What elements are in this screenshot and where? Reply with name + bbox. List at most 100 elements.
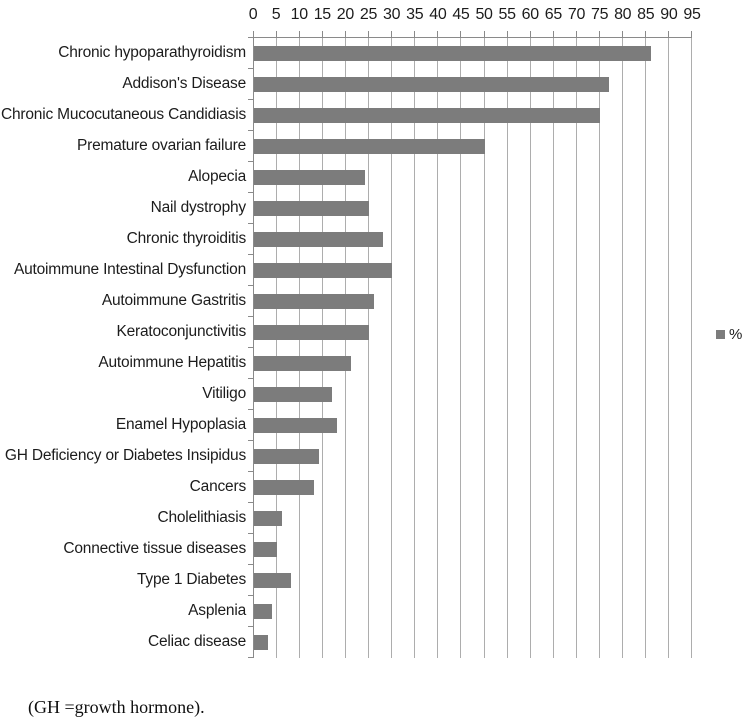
legend-swatch-icon (716, 330, 725, 339)
x-tick-label: 5 (271, 6, 281, 23)
y-tick-mark (248, 595, 253, 596)
x-tick-mark (368, 31, 370, 37)
x-tick-mark (575, 31, 577, 37)
y-tick-mark (248, 161, 253, 162)
x-tick-mark (460, 31, 462, 37)
category-label: Chronic hypoparathyroidism (58, 43, 246, 61)
x-tick-label: 50 (475, 6, 493, 23)
x-tick-mark (552, 31, 554, 37)
category-label: Autoimmune Gastritis (101, 291, 246, 309)
category-label: Asplenia (188, 602, 246, 620)
bar (254, 356, 351, 371)
x-tick-mark (391, 31, 393, 37)
gridline (552, 38, 554, 658)
x-tick-mark (437, 31, 439, 37)
bar (254, 232, 384, 247)
category-label: Premature ovarian failure (76, 136, 246, 154)
x-tick-label: 55 (498, 6, 517, 23)
category-label: Cancers (189, 478, 247, 496)
gridline (575, 38, 577, 658)
bar (254, 108, 600, 123)
category-label: Cholelithiasis (157, 509, 246, 527)
y-tick-mark (248, 409, 253, 410)
gridline (667, 38, 669, 658)
y-tick-mark (248, 533, 253, 534)
x-tick-label: 0 (248, 6, 258, 23)
category-label: Celiac disease (147, 633, 246, 651)
y-tick-mark (248, 378, 253, 379)
x-tick-mark (506, 31, 508, 37)
bar (254, 387, 333, 402)
bar (254, 604, 273, 619)
bar (254, 635, 268, 650)
y-tick-mark (248, 440, 253, 441)
x-tick-label: 80 (614, 6, 632, 23)
y-tick-mark (248, 130, 253, 131)
gridline (621, 38, 623, 658)
gridline (368, 38, 370, 658)
gridline (483, 38, 485, 658)
bar (254, 573, 291, 588)
x-tick-label: 25 (359, 6, 378, 23)
category-label: Chronic thyroiditis (126, 229, 247, 247)
category-label: GH Deficiency or Diabetes Insipidus (4, 447, 246, 465)
x-axis-tick-labels: 0 5 10 15 20 25 30 35 40 45 50 55 60 65 70 75 80 85 90 95 (249, 6, 701, 32)
bar (254, 263, 393, 278)
x-tick-label: 30 (383, 6, 401, 23)
bar (254, 480, 314, 495)
footnote: (GH =growth hormone). (28, 697, 205, 717)
y-tick-mark (248, 192, 253, 193)
y-tick-mark (248, 37, 253, 38)
y-tick-mark (248, 99, 253, 100)
x-tick-mark (322, 31, 324, 37)
category-label: Autoimmune Intestinal Dysfunction (13, 260, 246, 278)
bar (254, 139, 485, 154)
x-tick-label: 70 (567, 6, 586, 23)
x-tick-label: 60 (521, 6, 540, 23)
category-label: Connective tissue diseases (63, 540, 246, 558)
x-tick-label: 40 (429, 6, 447, 23)
x-tick-mark (529, 31, 531, 37)
x-tick-label: 10 (290, 6, 309, 23)
gridline (598, 38, 600, 658)
gridline (299, 38, 301, 658)
plot-area (248, 31, 692, 658)
gridline (644, 38, 646, 658)
gridline (322, 38, 324, 658)
x-tick-mark (691, 31, 692, 37)
x-tick-mark (276, 31, 278, 37)
x-tick-label: 45 (452, 6, 470, 23)
x-tick-label: 85 (637, 6, 655, 23)
y-tick-mark (248, 502, 253, 503)
x-tick-mark (414, 31, 416, 37)
category-label: Enamel Hypoplasia (115, 416, 246, 434)
y-tick-mark (248, 471, 253, 472)
x-tick-label: 65 (544, 6, 563, 23)
gridline (506, 38, 508, 658)
category-label: Alopecia (188, 167, 246, 185)
y-tick-mark (248, 285, 253, 286)
x-tick-mark (621, 31, 623, 37)
bar (254, 294, 374, 309)
x-tick-mark (253, 31, 254, 37)
y-tick-mark (248, 254, 253, 255)
category-label: Vitiligo (202, 385, 246, 403)
bar (254, 46, 651, 61)
x-tick-mark (598, 31, 600, 37)
bar (254, 77, 609, 92)
category-label: Chronic Mucocutaneous Candidiasis (1, 105, 246, 123)
legend-label: % (729, 326, 743, 343)
gridline (276, 38, 278, 658)
x-tick-mark (644, 31, 646, 37)
bar (254, 325, 370, 340)
bar (254, 449, 319, 464)
x-tick-mark (483, 31, 485, 37)
x-tick-label: 35 (406, 6, 424, 23)
category-labels: Chronic hypoparathyroidism Addison's Dise… (0, 37, 246, 658)
gridline (529, 38, 531, 658)
x-tick-label: 95 (683, 6, 701, 23)
y-tick-mark (248, 68, 253, 69)
x-tick-label: 20 (336, 6, 355, 23)
gridline (414, 38, 416, 658)
